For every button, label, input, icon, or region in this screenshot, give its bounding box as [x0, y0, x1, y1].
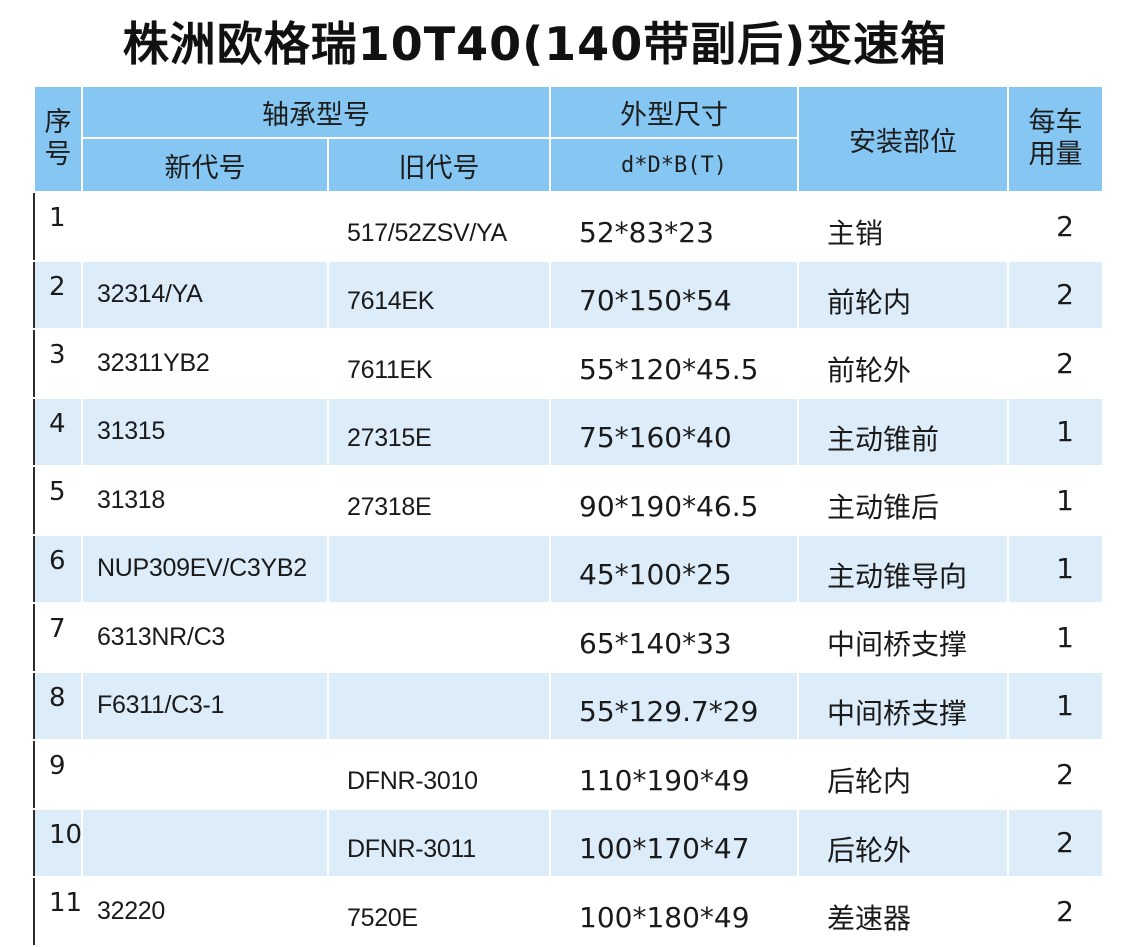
row-dimensions-cell: 75*160*40 — [550, 397, 799, 467]
row-position-cell: 中间桥支撑 — [798, 603, 1009, 673]
row-seq-cell: 11 — [34, 877, 83, 947]
row-position-cell: 后轮外 — [798, 808, 1009, 878]
header-seq-line2: 号 — [44, 139, 72, 170]
row-qty-cell: 1 — [1008, 671, 1104, 741]
table-header: 序 号 轴承型号 外型尺寸 安装部位 每车 用量 新代号 旧代号 d*D*B(T… — [33, 85, 1104, 193]
header-new-code: 新代号 — [81, 137, 329, 193]
row-new-code-cell: 31318 — [82, 466, 329, 536]
row-old-code-cell — [328, 603, 551, 673]
row-qty-cell: 2 — [1008, 740, 1104, 810]
row-dimensions-cell: 65*140*33 — [550, 603, 799, 673]
row-position-cell: 前轮内 — [798, 260, 1009, 330]
table-row: 10 DFNR-3011 100*170*47 后轮外 2 — [34, 808, 1104, 878]
row-seq-cell: 5 — [34, 466, 83, 536]
row-dimensions-cell: 100*180*49 — [550, 877, 799, 947]
row-qty-cell: 1 — [1008, 534, 1104, 604]
row-new-code-cell: 31315 — [82, 397, 329, 467]
bearing-spec-table: 序 号 轴承型号 外型尺寸 安装部位 每车 用量 新代号 旧代号 d*D*B(T… — [33, 85, 1104, 947]
row-new-code-cell: 6313NR/C3 — [82, 603, 329, 673]
row-seq-cell: 10 — [34, 808, 83, 878]
row-new-code-cell — [82, 192, 329, 262]
row-new-code-cell — [82, 740, 329, 810]
row-seq-cell: 4 — [34, 397, 83, 467]
row-old-code-cell — [328, 534, 551, 604]
row-dimensions-cell: 110*190*49 — [550, 740, 799, 810]
row-old-code-cell: DFNR-3010 — [328, 740, 551, 810]
row-old-code-cell: 27318E — [328, 466, 551, 536]
row-dimensions-cell: 55*129.7*29 — [550, 671, 799, 741]
row-seq-cell: 8 — [34, 671, 83, 741]
row-position-cell: 后轮内 — [798, 740, 1009, 810]
row-qty-cell: 1 — [1008, 397, 1104, 467]
header-seq: 序 号 — [33, 85, 83, 193]
row-qty-cell: 2 — [1008, 808, 1104, 878]
page-title: 株洲欧格瑞10T40(140带副后)变速箱 — [122, 17, 948, 71]
row-qty-cell: 1 — [1008, 466, 1104, 536]
row-dimensions-cell: 100*170*47 — [550, 808, 799, 878]
row-old-code-cell: DFNR-3011 — [328, 808, 551, 878]
row-seq-cell: 3 — [34, 329, 83, 399]
row-qty-cell: 1 — [1008, 603, 1104, 673]
header-qty-line2: 用量 — [1028, 139, 1083, 170]
header-qty: 每车 用量 — [1007, 85, 1104, 193]
row-seq-cell: 1 — [34, 192, 83, 262]
row-qty-cell: 2 — [1008, 260, 1104, 330]
row-seq-cell: 7 — [34, 603, 83, 673]
row-qty-cell: 2 — [1008, 329, 1104, 399]
row-dimensions-cell: 55*120*45.5 — [550, 329, 799, 399]
table-row: 4 31315 27315E 75*160*40 主动锥前 1 — [34, 397, 1104, 467]
row-position-cell: 主动锥前 — [798, 397, 1009, 467]
row-dimensions-cell: 45*100*25 — [550, 534, 799, 604]
header-qty-line1: 每车 — [1028, 107, 1083, 138]
header-dimensions-unit: d*D*B(T) — [549, 137, 799, 193]
row-new-code-cell: 32314/YA — [82, 260, 329, 330]
table-row: 2 32314/YA 7614EK 70*150*54 前轮内 2 — [34, 260, 1104, 330]
table-row: 3 32311YB2 7611EK 55*120*45.5 前轮外 2 — [34, 329, 1104, 399]
row-position-cell: 主销 — [798, 192, 1009, 262]
row-new-code-cell: NUP309EV/C3YB2 — [82, 534, 329, 604]
header-dimensions: 外型尺寸 — [549, 85, 799, 139]
table-body: 1 517/52ZSV/YA 52*83*23 主销 2 2 32314/YA 7614EK 7… — [34, 192, 1104, 947]
row-old-code-cell: 517/52ZSV/YA — [328, 192, 551, 262]
row-position-cell: 差速器 — [798, 877, 1009, 947]
header-position: 安装部位 — [797, 85, 1009, 193]
row-dimensions-cell: 90*190*46.5 — [550, 466, 799, 536]
row-position-cell: 主动锥后 — [798, 466, 1009, 536]
row-old-code-cell: 7614EK — [328, 260, 551, 330]
row-old-code-cell: 7520E — [328, 877, 551, 947]
row-old-code-cell: 7611EK — [328, 329, 551, 399]
row-dimensions-cell: 70*150*54 — [550, 260, 799, 330]
row-new-code-cell — [82, 808, 329, 878]
row-seq-cell: 6 — [34, 534, 83, 604]
table-row: 7 6313NR/C3 65*140*33 中间桥支撑 1 — [34, 603, 1104, 673]
row-new-code-cell: 32311YB2 — [82, 329, 329, 399]
header-bearing-model: 轴承型号 — [81, 85, 551, 139]
row-qty-cell: 2 — [1008, 192, 1104, 262]
row-dimensions-cell: 52*83*23 — [550, 192, 799, 262]
header-old-code: 旧代号 — [327, 137, 551, 193]
row-old-code-cell — [328, 671, 551, 741]
row-seq-cell: 2 — [34, 260, 83, 330]
table-row: 1 517/52ZSV/YA 52*83*23 主销 2 — [34, 192, 1104, 262]
row-new-code-cell: 32220 — [82, 877, 329, 947]
row-new-code-cell: F6311/C3-1 — [82, 671, 329, 741]
table-row: 8 F6311/C3-1 55*129.7*29 中间桥支撑 1 — [34, 671, 1104, 741]
header-seq-line1: 序 — [44, 107, 72, 138]
table-row: 5 31318 27318E 90*190*46.5 主动锥后 1 — [34, 466, 1104, 536]
row-position-cell: 主动锥导向 — [798, 534, 1009, 604]
row-position-cell: 中间桥支撑 — [798, 671, 1009, 741]
table-row: 11 32220 7520E 100*180*49 差速器 2 — [34, 877, 1104, 947]
row-qty-cell: 2 — [1008, 877, 1104, 947]
table-row: 9 DFNR-3010 110*190*49 后轮内 2 — [34, 740, 1104, 810]
row-seq-cell: 9 — [34, 740, 83, 810]
row-old-code-cell: 27315E — [328, 397, 551, 467]
table-row: 6 NUP309EV/C3YB2 45*100*25 主动锥导向 1 — [34, 534, 1104, 604]
row-position-cell: 前轮外 — [798, 329, 1009, 399]
